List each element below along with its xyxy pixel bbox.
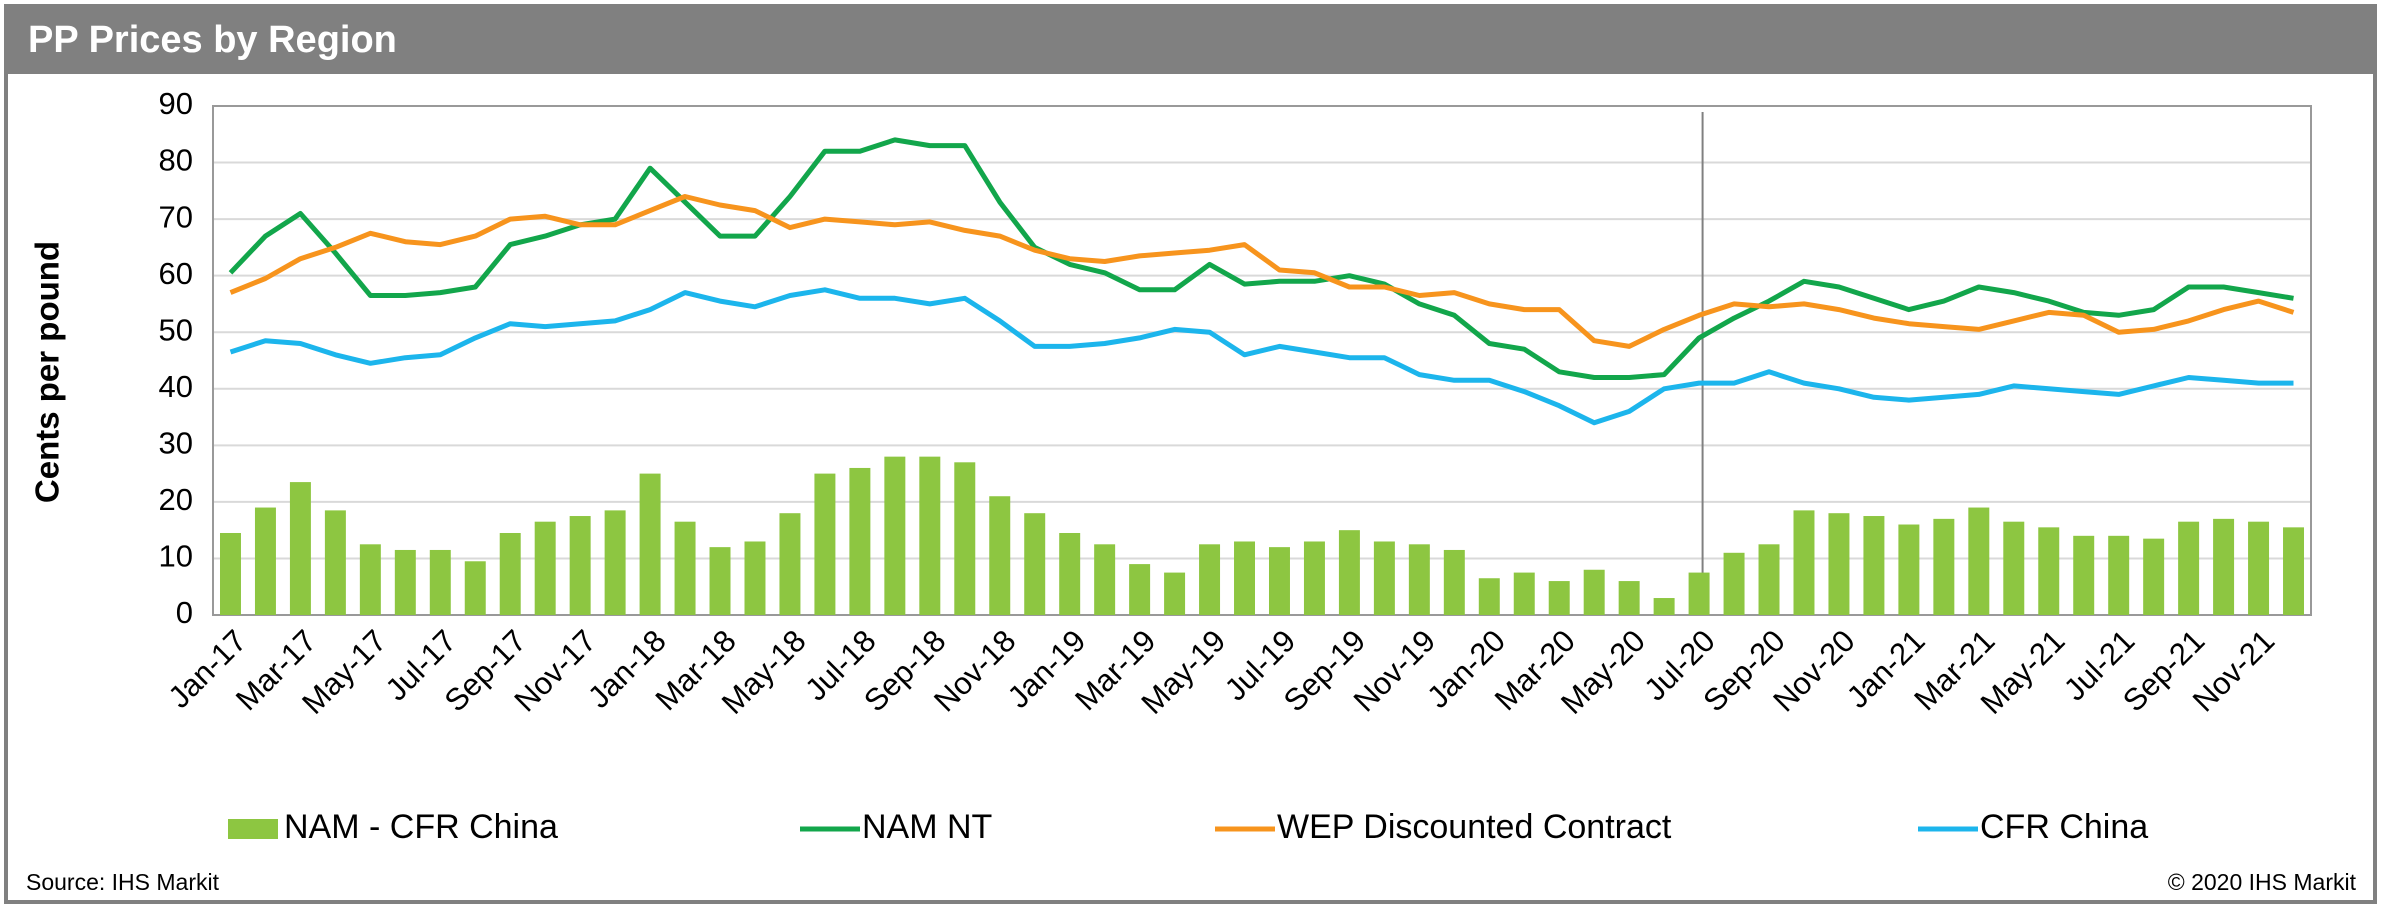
y-tick-label: 20 (159, 482, 193, 517)
bar (1024, 513, 1046, 615)
copyright: © 2020 IHS Markit (2168, 869, 2357, 895)
bar (1234, 541, 1256, 615)
bar (604, 510, 626, 615)
bar (1968, 507, 1990, 615)
bar (989, 496, 1011, 615)
bar (1583, 569, 1605, 615)
bar (1268, 547, 1290, 615)
plot-border (212, 105, 2312, 616)
bar (1863, 516, 1885, 615)
bar (1443, 549, 1465, 615)
bar (324, 510, 346, 615)
bar (1164, 572, 1186, 615)
legend-label: NAM - CFR China (284, 808, 558, 846)
bar (499, 532, 521, 615)
legend-swatch (228, 819, 278, 839)
bar (254, 507, 276, 615)
bar (1723, 552, 1745, 615)
bar (1303, 541, 1325, 615)
y-tick-label: 60 (159, 256, 193, 291)
line (229, 194, 2295, 349)
bar (1688, 572, 1710, 615)
legend-label: CFR China (1980, 808, 2148, 846)
bar (1618, 581, 1640, 615)
bar (1199, 544, 1221, 615)
bar (429, 549, 451, 615)
header-bar (6, 6, 2375, 74)
bar (2178, 521, 2200, 615)
bar (1758, 544, 1780, 615)
y-tick-label: 50 (159, 312, 193, 347)
chart-title: PP Prices by Region (28, 19, 397, 61)
bar (884, 456, 906, 615)
bar (2143, 538, 2165, 615)
source: Source: IHS Markit (26, 869, 220, 895)
y-tick-label: 80 (159, 143, 193, 178)
bar (744, 541, 766, 615)
legend-label: WEP Discounted Contract (1277, 808, 1672, 846)
bar (2213, 518, 2235, 615)
bar (2038, 527, 2060, 615)
bar (1408, 544, 1430, 615)
bar (2073, 535, 2095, 615)
y-tick-label: 0 (176, 595, 193, 630)
bar (639, 473, 661, 615)
bar (1478, 578, 1500, 615)
y-tick-label: 10 (159, 539, 193, 574)
bar (534, 521, 556, 615)
y-axis-label: Cents per pound (29, 241, 66, 503)
bar (1094, 544, 1116, 615)
bar (1828, 513, 1850, 615)
bar (849, 467, 871, 615)
bar (2248, 521, 2270, 615)
bar (814, 473, 836, 615)
bar (1129, 564, 1151, 615)
bar (1338, 530, 1360, 615)
line (229, 287, 2294, 426)
bar (2108, 535, 2130, 615)
bar (1933, 518, 1955, 615)
y-tick-label: 70 (159, 199, 193, 234)
bar (1059, 532, 1081, 615)
bar (1548, 581, 1570, 615)
y-tick-label: 90 (159, 86, 193, 121)
bar (1653, 598, 1675, 615)
legend-label: NAM NT (862, 808, 992, 846)
bar (919, 456, 941, 615)
frame (4, 4, 2377, 904)
bar (289, 482, 311, 615)
bar (779, 513, 801, 615)
bar (464, 561, 486, 615)
bar (359, 544, 381, 615)
bar (709, 547, 731, 615)
bar (674, 521, 696, 615)
bar (1513, 572, 1535, 615)
bar (394, 549, 416, 615)
bar (1373, 541, 1395, 615)
y-tick-label: 30 (159, 426, 193, 461)
line (228, 137, 2294, 380)
bar (569, 516, 591, 615)
bar (954, 462, 976, 615)
bar (2003, 521, 2025, 615)
bar (219, 532, 241, 615)
y-tick-label: 40 (159, 369, 193, 404)
bar (1793, 510, 1815, 615)
bar (2283, 527, 2305, 615)
bar (1898, 524, 1920, 615)
